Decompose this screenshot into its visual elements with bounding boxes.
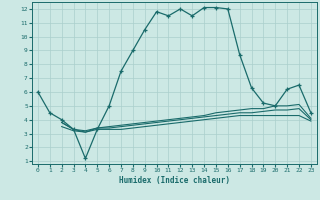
X-axis label: Humidex (Indice chaleur): Humidex (Indice chaleur)	[119, 176, 230, 185]
